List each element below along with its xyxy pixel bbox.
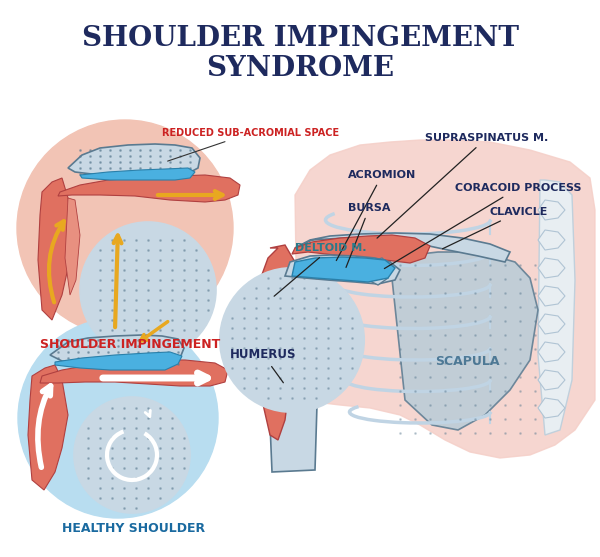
Circle shape bbox=[80, 222, 216, 358]
Polygon shape bbox=[538, 286, 565, 306]
Polygon shape bbox=[390, 252, 538, 430]
Polygon shape bbox=[538, 258, 565, 278]
Circle shape bbox=[220, 268, 364, 412]
Polygon shape bbox=[285, 255, 400, 284]
Polygon shape bbox=[538, 314, 565, 334]
Text: REDUCED SUB-ACROMIAL SPACE: REDUCED SUB-ACROMIAL SPACE bbox=[162, 128, 339, 161]
Circle shape bbox=[17, 120, 233, 336]
Polygon shape bbox=[50, 335, 184, 366]
Text: BURSA: BURSA bbox=[346, 203, 391, 267]
Text: SHOULDER IMPINGEMENT: SHOULDER IMPINGEMENT bbox=[40, 338, 220, 351]
Polygon shape bbox=[538, 230, 565, 250]
Polygon shape bbox=[538, 180, 575, 435]
Text: HUMERUS: HUMERUS bbox=[230, 349, 296, 383]
Polygon shape bbox=[365, 258, 390, 285]
Circle shape bbox=[18, 318, 218, 518]
Text: HEALTHY SHOULDER: HEALTHY SHOULDER bbox=[62, 522, 205, 535]
Polygon shape bbox=[55, 352, 182, 370]
Polygon shape bbox=[68, 144, 200, 178]
Polygon shape bbox=[268, 372, 318, 472]
Polygon shape bbox=[38, 178, 72, 320]
Polygon shape bbox=[292, 257, 395, 282]
Text: CLAVICLE: CLAVICLE bbox=[443, 207, 548, 249]
Polygon shape bbox=[538, 398, 565, 418]
Polygon shape bbox=[28, 365, 68, 490]
Polygon shape bbox=[58, 175, 240, 202]
Text: SHOULDER IMPINGEMENT: SHOULDER IMPINGEMENT bbox=[82, 25, 518, 51]
Text: CORACOID PROCESS: CORACOID PROCESS bbox=[385, 183, 581, 268]
Polygon shape bbox=[65, 198, 80, 295]
Polygon shape bbox=[538, 200, 565, 220]
Polygon shape bbox=[295, 233, 510, 262]
Polygon shape bbox=[292, 235, 430, 263]
Polygon shape bbox=[538, 370, 565, 390]
Text: SCAPULA: SCAPULA bbox=[435, 355, 499, 368]
Polygon shape bbox=[295, 140, 595, 458]
Circle shape bbox=[74, 397, 190, 513]
Polygon shape bbox=[80, 168, 195, 180]
Polygon shape bbox=[538, 342, 565, 362]
Polygon shape bbox=[258, 245, 295, 440]
Text: DELTOID M.: DELTOID M. bbox=[274, 243, 367, 296]
Text: ACROMION: ACROMION bbox=[337, 170, 416, 261]
Text: SUPRASPINATUS M.: SUPRASPINATUS M. bbox=[377, 133, 548, 238]
Text: SYNDROME: SYNDROME bbox=[206, 55, 394, 81]
Polygon shape bbox=[40, 360, 228, 386]
